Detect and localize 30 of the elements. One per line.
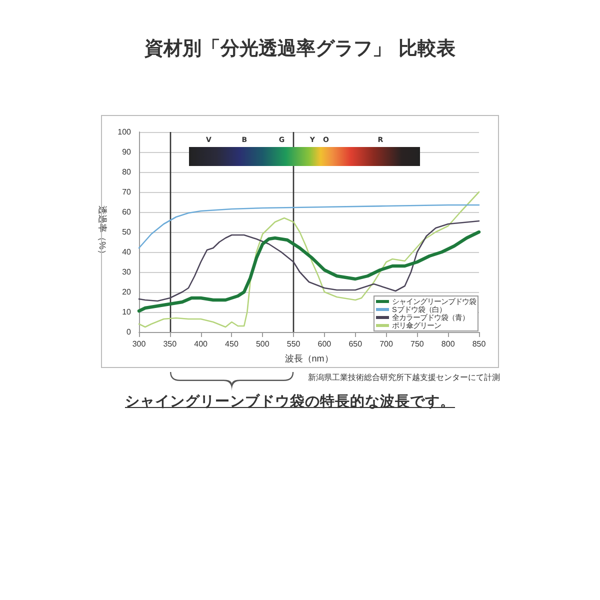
x-tick-label: 300 — [132, 340, 146, 348]
y-tick-label: 20 — [122, 288, 132, 296]
x-tick-label: 700 — [380, 340, 394, 348]
x-tick-label: 500 — [256, 340, 270, 348]
x-tick-label: 450 — [225, 340, 239, 348]
y-tick-label: 0 — [126, 328, 132, 336]
y-tick-label: 80 — [122, 168, 132, 176]
x-tick-label: 350 — [163, 340, 178, 348]
y-tick-label: 10 — [122, 308, 132, 316]
y-tick-label: 90 — [122, 148, 132, 156]
x-axis-title: 波長（nm） — [284, 354, 334, 364]
x-tick-label: 650 — [348, 340, 363, 348]
text: 新潟県工業技術総合研究所下越支援センターにて計測 — [308, 372, 500, 383]
x-tick-label: 850 — [472, 340, 486, 348]
line-series — [138, 191, 480, 328]
line-series — [137, 230, 481, 313]
x-tick-label: 800 — [441, 340, 456, 348]
y-tick-label: 60 — [122, 208, 132, 216]
y-tick-label: 30 — [122, 268, 132, 276]
x-tick-label: 550 — [286, 340, 301, 348]
line-series — [138, 204, 480, 249]
y-tick-label: 50 — [122, 228, 132, 236]
y-tick-label: 40 — [122, 248, 132, 256]
y-tick-label: 70 — [122, 188, 132, 196]
x-tick-label: 400 — [194, 340, 208, 348]
x-tick-label: 750 — [410, 340, 424, 348]
text: シャイングリーンブドウ袋の特長的な波長です。 — [125, 392, 455, 411]
y-tick-label: 100 — [118, 128, 132, 136]
chart-title: 資材別「分光透過率グラフ」 比較表 — [144, 38, 456, 60]
x-tick-label: 600 — [318, 340, 332, 348]
